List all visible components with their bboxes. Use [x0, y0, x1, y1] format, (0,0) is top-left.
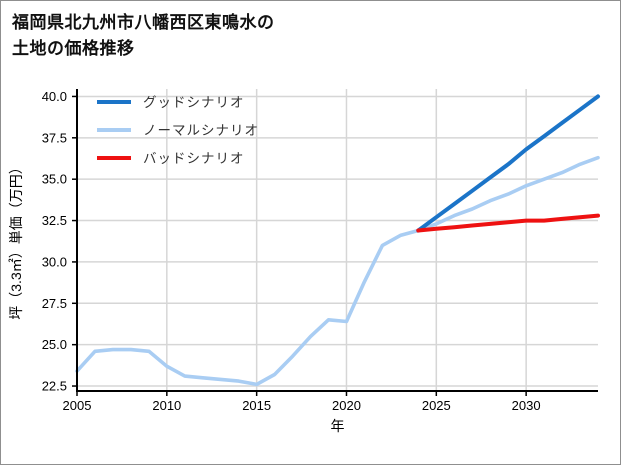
series-line-bad-scenario: [416, 213, 600, 233]
legend-label-bad-scenario: バッドシナリオ: [143, 151, 245, 166]
y-tick-label: 25.0: [42, 337, 67, 352]
legend-label-good-scenario: グッドシナリオ: [143, 95, 245, 110]
y-tick-label: 35.0: [42, 172, 67, 187]
y-tick-label: 37.5: [42, 130, 67, 145]
y-tick-label: 40.0: [42, 89, 67, 104]
y-axis-label: 坪（3.3㎡）単価（万円）: [8, 160, 24, 319]
y-tick-label: 22.5: [42, 379, 67, 394]
series-line-normal-scenario: [75, 155, 600, 387]
x-tick-label: 2015: [242, 398, 271, 413]
x-tick-label: 2020: [332, 398, 361, 413]
x-tick-label: 2025: [422, 398, 451, 413]
chart-title-line2: 土地の価格推移: [12, 39, 135, 59]
chart-title-line1: 福岡県北九州市八幡西区東鳴水の: [12, 13, 275, 32]
series-line-good-scenario: [416, 94, 600, 233]
legend-label-normal-scenario: ノーマルシナリオ: [143, 123, 259, 138]
y-tick-label: 30.0: [42, 254, 67, 269]
x-tick-label: 2030: [512, 398, 541, 413]
y-tick-label: 27.5: [42, 296, 67, 311]
x-tick-label: 2005: [63, 398, 92, 413]
x-tick-label: 2010: [152, 398, 181, 413]
y-tick-label: 32.5: [42, 213, 67, 228]
x-axis-label: 年: [331, 418, 345, 434]
chart-title: 福岡県北九州市八幡西区東鳴水の 土地の価格推移: [12, 10, 275, 63]
